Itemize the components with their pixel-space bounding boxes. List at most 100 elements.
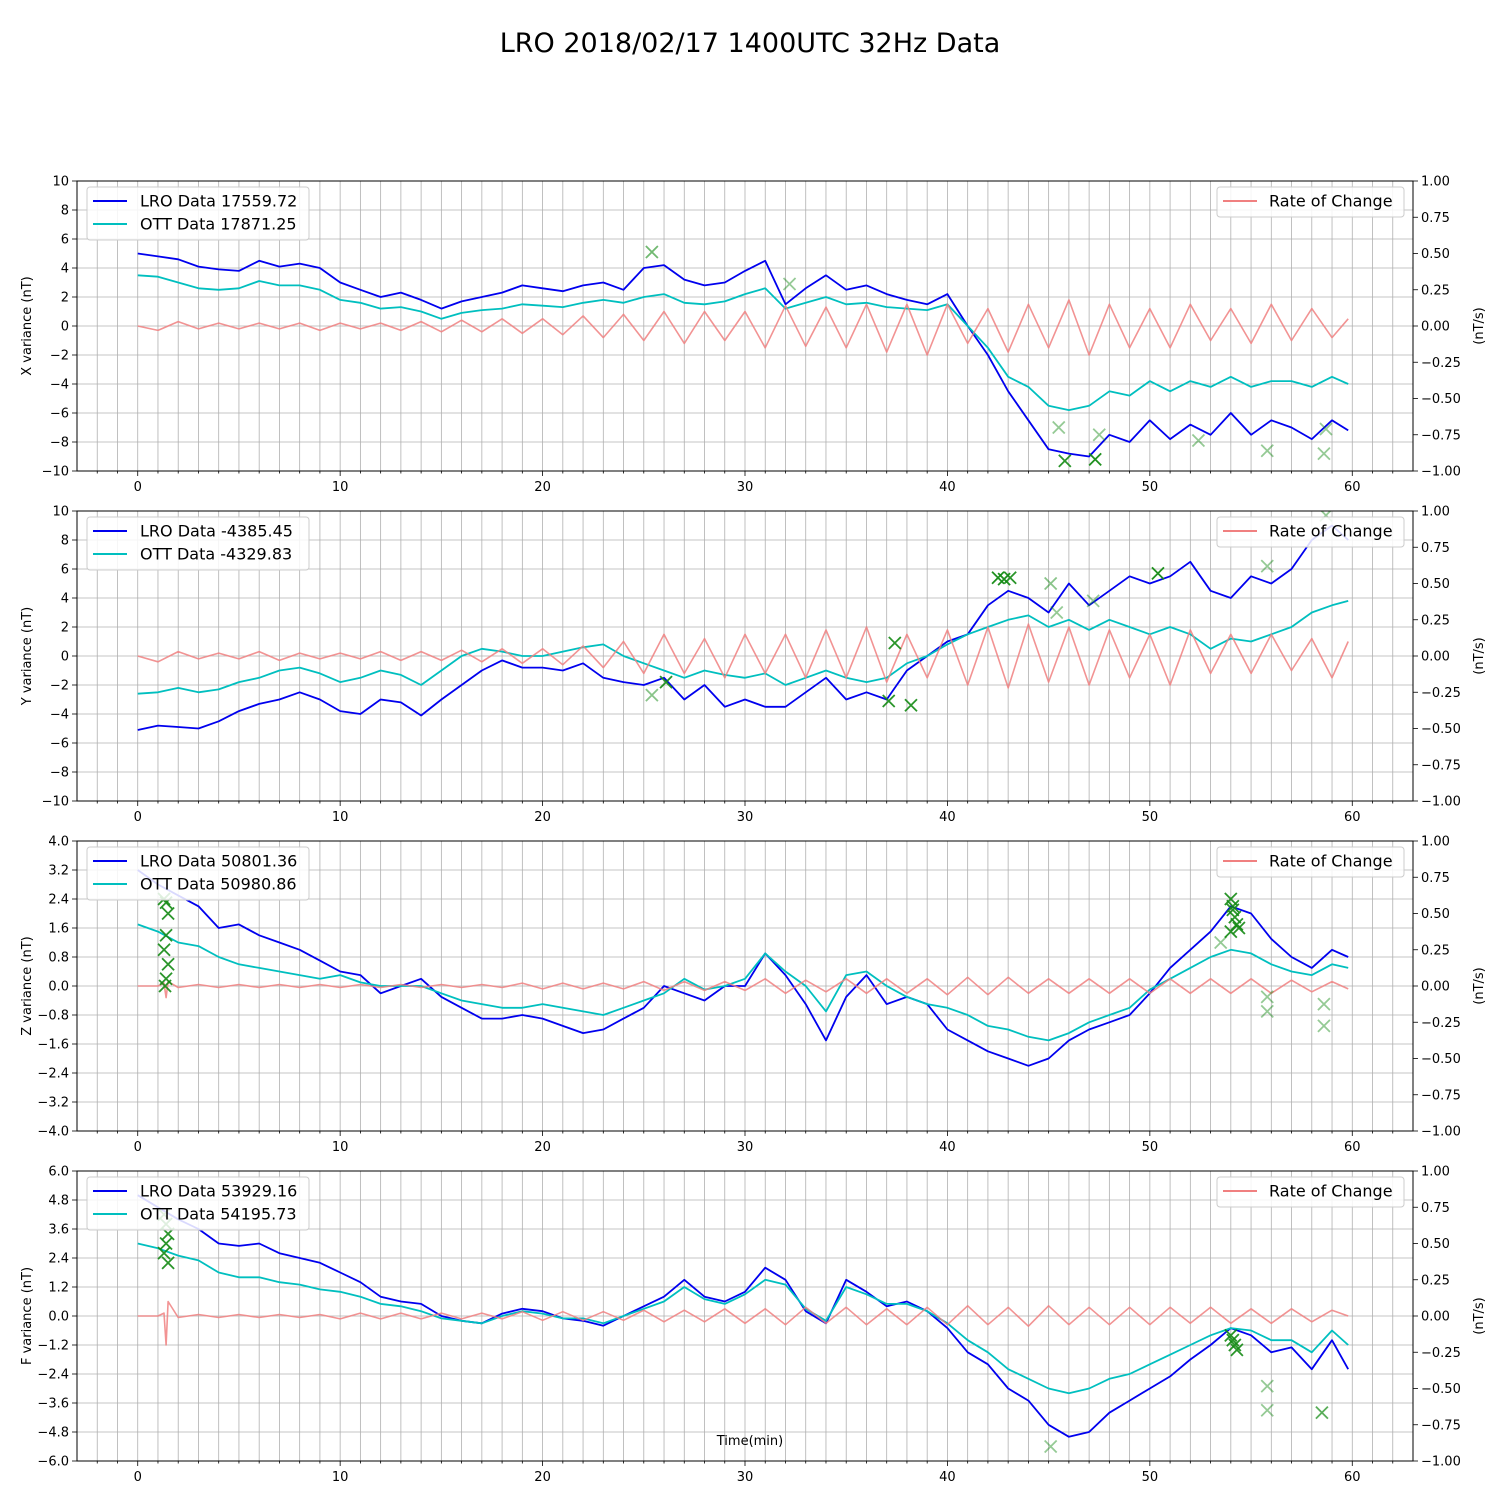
y-tick-label: 1.6 [48, 922, 69, 937]
marker-group [157, 892, 1331, 1033]
x-tick-label: 50 [1142, 1470, 1159, 1485]
marker-group [645, 511, 1333, 712]
y-tick-label: −2 [50, 679, 69, 694]
y-tick-label: 3.2 [48, 864, 69, 879]
legend-box [86, 186, 310, 241]
x-marker [1224, 924, 1238, 939]
series-line-rate [137, 976, 1349, 999]
series-line-rate [137, 1300, 1349, 1346]
y2-tick-label: 0.50 [1421, 247, 1450, 262]
series-lines [137, 524, 1349, 731]
x-marker [659, 675, 673, 689]
legend-label: OTT Data 54195.73 [140, 1205, 297, 1224]
y-tick-label: 4 [61, 592, 69, 607]
legend-label: Rate of Change [1269, 1182, 1393, 1201]
x-marker [1092, 428, 1106, 442]
x-marker [782, 277, 797, 291]
x-marker [1151, 566, 1165, 580]
y-tick-label: −1.6 [37, 1038, 69, 1053]
x-axis-label: Time(min) [716, 1434, 783, 1449]
x-tick-label: 60 [1344, 1470, 1361, 1485]
y-tick-label: −10 [42, 795, 69, 810]
y-tick-label: 4.8 [48, 1194, 69, 1209]
y2-tick-label: −0.25 [1421, 1346, 1461, 1361]
x-marker [1058, 454, 1072, 468]
y-tick-label: 6 [61, 563, 69, 578]
x-tick-label: 20 [534, 1140, 551, 1155]
y2-tick-label: −1.00 [1421, 465, 1461, 480]
legend-label: OTT Data -4329.83 [140, 545, 292, 564]
x-tick-label: 30 [737, 810, 754, 825]
x-tick-label: 10 [332, 1140, 349, 1155]
legend-box [1216, 1176, 1405, 1208]
legend-label: Rate of Change [1269, 852, 1393, 871]
y2-tick-label: −0.50 [1421, 1382, 1461, 1397]
legend-label: LRO Data -4385.45 [140, 522, 293, 541]
x-marker [1226, 899, 1240, 913]
y2-tick-label: 0.75 [1421, 1201, 1450, 1216]
y-axis-label: Y variance (nT) [20, 607, 35, 707]
y2-tick-label: −0.25 [1421, 686, 1461, 701]
y-tick-label: 4.0 [48, 835, 69, 850]
legend-label: Rate of Change [1269, 192, 1393, 211]
x-marker [1191, 433, 1206, 448]
y-tick-label: 0.0 [48, 980, 69, 995]
series-line-rate [137, 299, 1349, 356]
legend-right: Rate of Change [1216, 846, 1405, 878]
x-marker [1086, 594, 1100, 608]
series-line-ott [137, 274, 1349, 412]
y-tick-label: −4 [50, 378, 69, 393]
y2-tick-label: 0.75 [1421, 211, 1450, 226]
y2-tick-label: 0.00 [1421, 650, 1450, 665]
y-tick-label: −2.4 [37, 1368, 69, 1383]
x-tick-label: 40 [939, 810, 956, 825]
legend-left: LRO Data 53929.16 OTT Data 54195.73 [86, 1176, 310, 1231]
y2-tick-label: 1.00 [1421, 835, 1450, 850]
x-marker [1317, 446, 1331, 461]
subplot-3: 0 10 20 30 40 50 60 −4.0 −3.2 −2.4 −1.6 −0.8 0.0 0.8 1… [20, 835, 1487, 1156]
y-tick-label: −10 [42, 465, 69, 480]
legend-right: Rate of Change [1216, 186, 1405, 218]
x-tick-label: 10 [332, 1470, 349, 1485]
x-marker [158, 979, 172, 993]
legend-left: LRO Data -4385.45 OTT Data -4329.83 [86, 516, 310, 571]
legend-right: Rate of Change [1216, 516, 1405, 548]
series-line-lro [137, 524, 1349, 731]
x-marker [1226, 903, 1240, 917]
y2-tick-label: 1.00 [1421, 1165, 1450, 1180]
y2-tick-label: 0.50 [1421, 907, 1450, 922]
figure-title: LRO 2018/02/17 1400UTC 32Hz Data [500, 28, 1001, 59]
x-marker [159, 928, 173, 942]
y2-tick-label: −0.75 [1421, 1418, 1461, 1433]
y-tick-label: 0.8 [48, 951, 69, 966]
legend-box [86, 516, 310, 571]
y-tick-label: 1.2 [48, 1281, 69, 1296]
y-tick-label: 0 [61, 650, 69, 665]
y-tick-label: 2 [61, 621, 69, 636]
y2-tick-label: 0.25 [1421, 943, 1450, 958]
x-marker [1044, 1439, 1058, 1454]
y2-tick-label: 1.00 [1421, 175, 1450, 190]
legend-left: LRO Data 17559.72 OTT Data 17871.25 [86, 186, 310, 241]
series-line-lro [137, 252, 1349, 458]
x-tick-label: 50 [1142, 810, 1159, 825]
y-tick-label: 6 [61, 233, 69, 248]
y-tick-label: 8 [61, 534, 69, 549]
series-line-rate [137, 623, 1349, 689]
y-tick-label: −4.0 [37, 1125, 69, 1140]
x-tick-label: 30 [737, 480, 754, 495]
subplot-panels: 0 10 20 30 40 50 60−10−8−6−4−20246810−1.00−0.7… [20, 175, 1487, 1486]
y-tick-label: 4 [61, 262, 69, 277]
subplot-2: 0 10 20 30 40 50 60 −10 −8 −6 −4 −2 0 2 4 6 8 10 −1.00 −0.7… [20, 505, 1487, 826]
y2-tick-label: −0.75 [1421, 1088, 1461, 1103]
y-tick-label: −6.0 [37, 1455, 69, 1470]
y2-tick-label: 0.00 [1421, 1310, 1450, 1325]
y2-tick-label: −0.25 [1421, 1016, 1461, 1031]
legend-label: LRO Data 17559.72 [140, 192, 297, 211]
y-tick-label: 2 [61, 291, 69, 306]
y-tick-label: 2.4 [48, 1252, 69, 1267]
y2-tick-label: −0.50 [1421, 722, 1461, 737]
x-marker [645, 245, 659, 259]
x-marker [157, 943, 171, 957]
legend-box [1216, 846, 1405, 878]
